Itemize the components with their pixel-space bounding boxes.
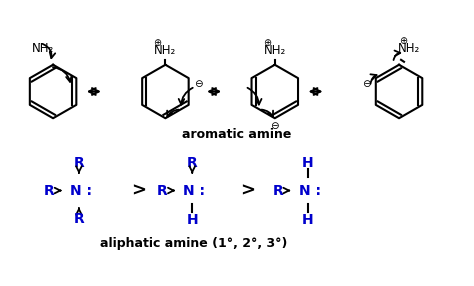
Text: R: R [157,184,168,198]
Text: N :: N : [70,184,92,198]
Text: R: R [73,212,84,226]
Text: N :: N : [299,184,320,198]
Text: aromatic amine: aromatic amine [182,128,292,141]
Text: R: R [187,156,198,170]
Text: >: > [131,182,146,200]
Text: R: R [44,184,55,198]
Text: R: R [273,184,283,198]
Text: ⊕: ⊕ [399,36,407,46]
Text: NH₂: NH₂ [155,44,176,57]
Text: NH₂: NH₂ [398,42,420,55]
Text: ⊖: ⊖ [194,79,202,89]
Text: H: H [302,213,313,227]
Text: R: R [73,156,84,170]
Text: ⊖: ⊖ [270,121,279,131]
Text: ⊕: ⊕ [263,38,271,48]
Text: N :: N : [183,184,205,198]
Text: aliphatic amine (1°, 2°, 3°): aliphatic amine (1°, 2°, 3°) [100,237,287,249]
Text: ..: .. [38,36,44,46]
Text: ⊕: ⊕ [154,38,162,48]
Text: ⊖: ⊖ [362,79,371,89]
Text: H: H [186,213,198,227]
Text: NH₂: NH₂ [32,42,54,55]
Text: H: H [302,156,313,170]
Text: NH₂: NH₂ [264,44,286,57]
Text: >: > [240,182,255,200]
